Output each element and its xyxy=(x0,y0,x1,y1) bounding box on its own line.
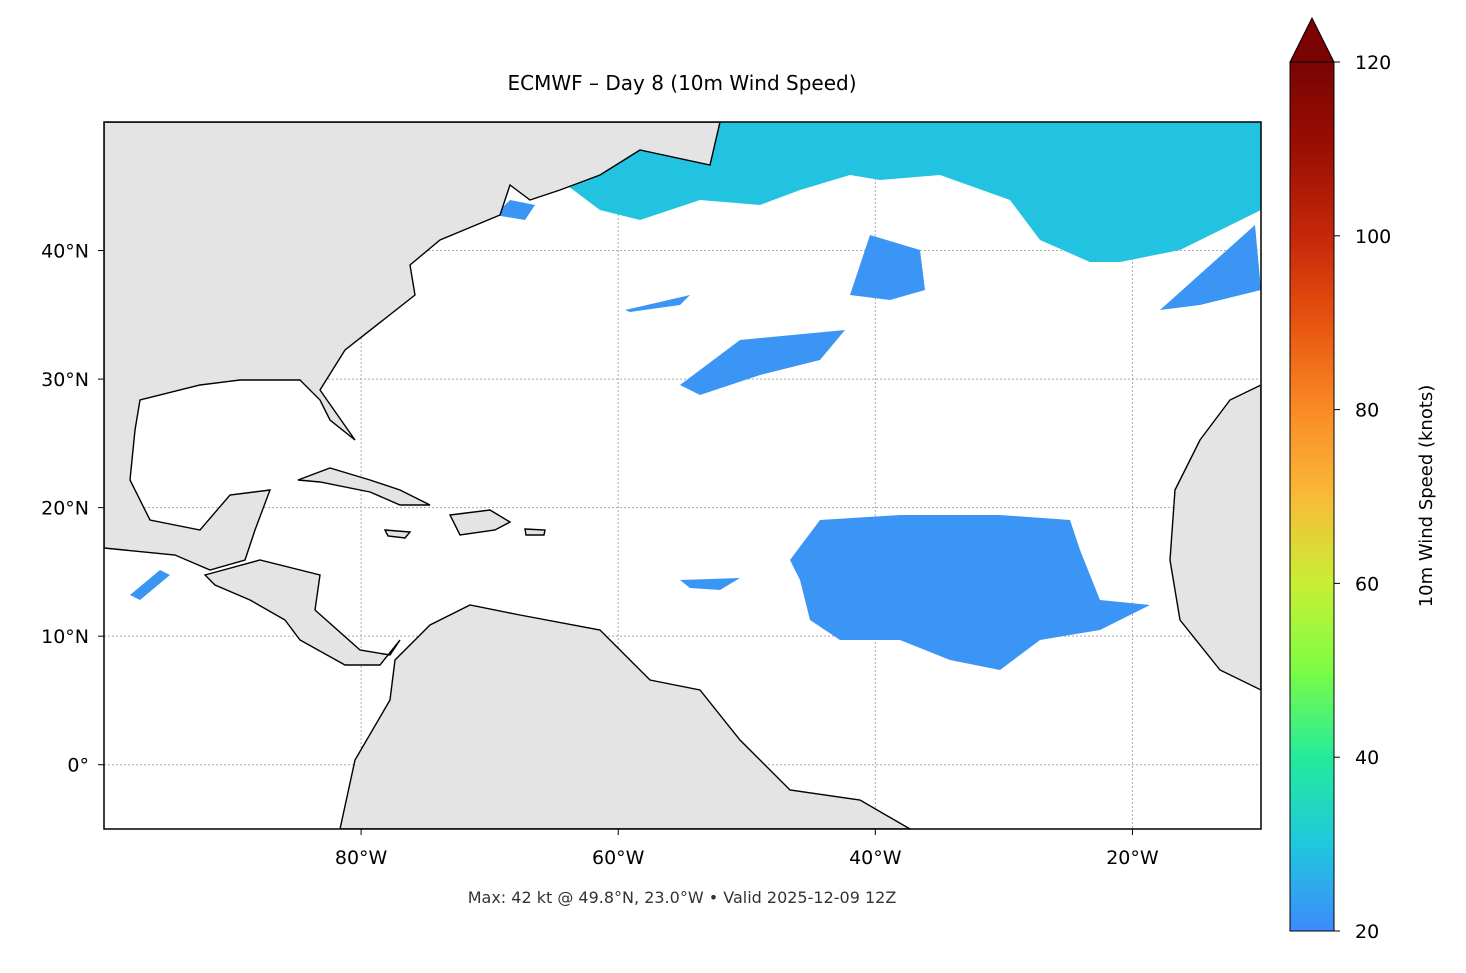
colorbar-frame xyxy=(1289,61,1335,932)
wind-region xyxy=(540,122,1261,262)
map-title: ECMWF – Day 8 (10m Wind Speed) xyxy=(508,71,857,95)
south-america xyxy=(339,604,912,829)
wind-region xyxy=(680,330,845,395)
x-tick-label: 80°W xyxy=(335,847,388,869)
land xyxy=(104,122,1261,829)
y-tick-label: 0° xyxy=(67,755,89,777)
wind-region xyxy=(790,515,1150,670)
cuba xyxy=(297,467,431,506)
colorbar-tick-label: 20 xyxy=(1355,921,1379,943)
colorbar-tick-label: 100 xyxy=(1355,226,1391,248)
y-tick-label: 30°N xyxy=(41,369,89,391)
map-frame xyxy=(103,121,1262,830)
x-tick-label: 20°W xyxy=(1106,847,1159,869)
colorbar-tick-label: 60 xyxy=(1355,573,1379,595)
x-tick-label: 40°W xyxy=(849,847,902,869)
colorbar: 20 40 60 80 100 120 10m Wind Speed (knots) xyxy=(1289,16,1437,943)
hispaniola xyxy=(448,509,512,536)
wind-region xyxy=(850,235,925,300)
wind-region xyxy=(130,570,170,600)
puerto-rico xyxy=(524,528,546,536)
wind-region xyxy=(1160,225,1261,310)
footer-note: Max: 42 kt @ 49.8°N, 23.0°W • Valid 2025… xyxy=(468,888,897,907)
y-tick-label: 40°N xyxy=(41,241,89,263)
colorbar-extend xyxy=(1289,16,1335,63)
colorbar-tick-label: 40 xyxy=(1355,747,1379,769)
wind-region xyxy=(625,295,690,312)
central-america xyxy=(203,559,401,666)
africa xyxy=(1169,384,1261,691)
north-america xyxy=(104,122,721,571)
x-tick-label: 60°W xyxy=(592,847,645,869)
colorbar-gradient xyxy=(1290,62,1334,931)
colorbar-ticks: 20 40 60 80 100 120 xyxy=(1334,52,1391,943)
wind-region xyxy=(495,200,535,220)
map-area xyxy=(104,122,1261,829)
colorbar-tick-label: 80 xyxy=(1355,400,1379,422)
wind-region xyxy=(680,578,740,590)
colorbar-label: 10m Wind Speed (knots) xyxy=(1416,385,1437,608)
y-tick-label: 20°N xyxy=(41,498,89,520)
colorbar-tick-label: 120 xyxy=(1355,52,1391,74)
y-tick-label: 10°N xyxy=(41,626,89,648)
jamaica xyxy=(383,529,412,539)
